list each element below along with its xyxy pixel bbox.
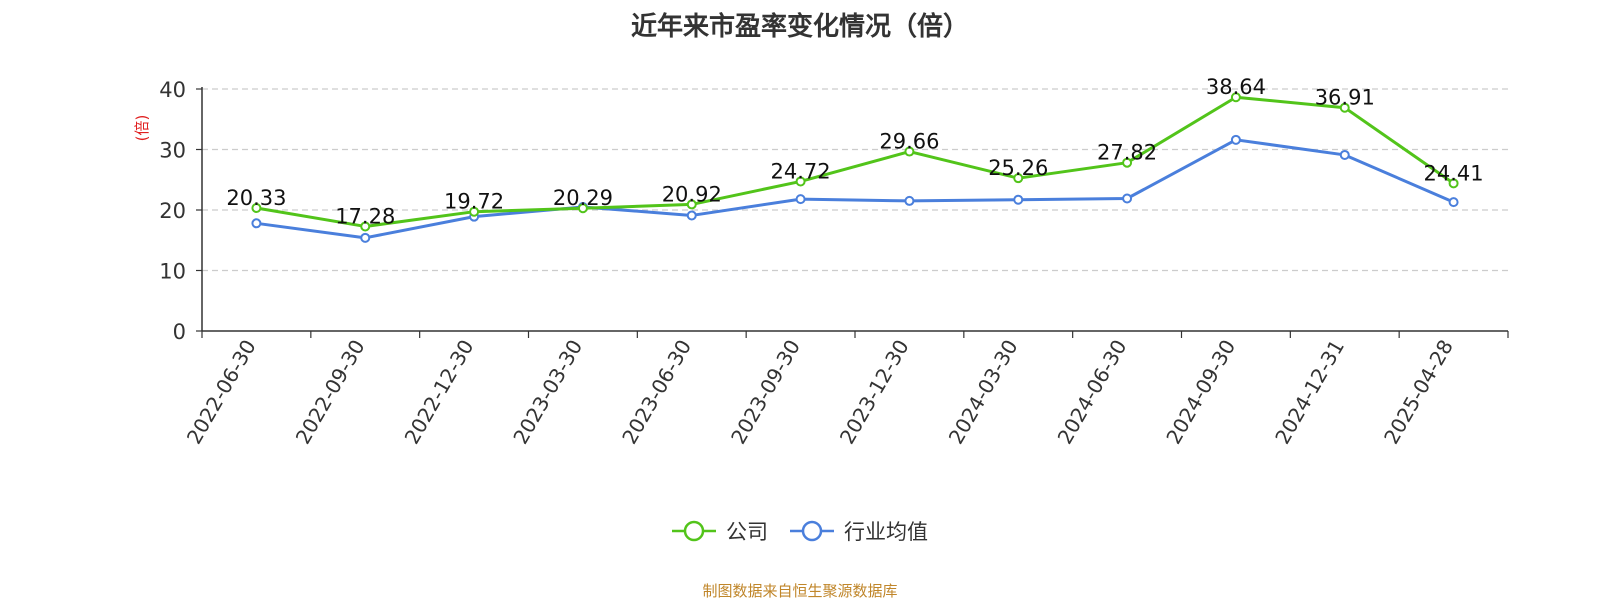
y-tick-label: 20 (159, 199, 186, 223)
data-point-company (577, 203, 588, 214)
y-tick-label: 10 (159, 260, 186, 284)
series-line-company (256, 95, 1455, 228)
y-tick-label: 30 (159, 139, 186, 163)
y-tick-label: 40 (159, 78, 186, 102)
data-point-company (795, 176, 806, 187)
data-label-company: 19.72 (444, 190, 504, 214)
data-point-industry (1013, 194, 1024, 205)
data-label-company: 29.66 (879, 130, 939, 154)
legend-label-company: 公司 (726, 520, 768, 544)
legend: 公司 行业均值 (0, 516, 1600, 546)
data-point-company (1230, 92, 1241, 103)
data-point-company (904, 146, 915, 157)
y-tick-label: 0 (173, 320, 186, 344)
data-point-company (251, 203, 262, 214)
data-source-footer: 制图数据来自恒生聚源数据库 (702, 582, 898, 600)
x-tick-label: 2022-09-30 (291, 336, 370, 449)
legend-label-industry: 行业均值 (844, 520, 928, 544)
data-point-industry (251, 218, 262, 229)
data-point-industry (795, 194, 806, 205)
x-tick-label: 2023-12-30 (835, 336, 914, 449)
data-point-company (360, 221, 371, 232)
data-point-industry (1122, 193, 1133, 204)
data-label-company: 24.72 (771, 159, 831, 183)
data-label-company: 17.28 (335, 204, 395, 228)
x-tick-label: 2023-09-30 (726, 336, 805, 449)
x-tick-label: 2025-04-28 (1379, 336, 1458, 449)
x-tick-label: 2022-12-30 (400, 336, 479, 449)
x-tick-label: 2024-06-30 (1053, 336, 1132, 449)
data-point-industry (1339, 149, 1350, 160)
series-line-industry (256, 138, 1455, 240)
data-point-industry (686, 210, 697, 221)
data-label-company: 25.26 (988, 156, 1048, 180)
data-point-company (686, 199, 697, 210)
chart-title: 近年来市盈率变化情况（倍） (630, 12, 969, 42)
data-label-company: 24.41 (1424, 161, 1484, 185)
x-tick-label: 2024-09-30 (1161, 336, 1240, 449)
legend-item-company[interactable]: 公司 (672, 516, 768, 546)
x-tick-label: 2023-06-30 (617, 336, 696, 449)
legend-company-icon (672, 520, 716, 542)
data-point-company (1122, 157, 1133, 168)
data-point-industry (360, 232, 371, 243)
x-tick-label: 2024-03-30 (944, 336, 1023, 449)
x-tick-label: 2024-12-31 (1270, 336, 1349, 449)
data-point-company (1013, 173, 1024, 184)
legend-item-industry[interactable]: 行业均值 (790, 516, 928, 546)
x-tick-label: 2022-06-30 (182, 336, 261, 449)
data-label-company: 20.29 (553, 186, 613, 210)
data-point-industry (1448, 197, 1459, 208)
x-tick-label: 2023-03-30 (508, 336, 587, 449)
data-label-company: 20.33 (226, 186, 286, 210)
data-point-industry (904, 195, 915, 206)
data-label-company: 20.92 (662, 182, 722, 206)
data-point-company (1339, 102, 1350, 113)
data-point-company (1448, 178, 1459, 189)
data-label-company: 38.64 (1206, 75, 1266, 99)
data-point-company (469, 206, 480, 217)
data-point-industry (1230, 134, 1241, 145)
data-label-company: 27.82 (1097, 141, 1157, 165)
data-label-company: 36.91 (1315, 86, 1375, 110)
legend-industry-icon (790, 520, 834, 542)
